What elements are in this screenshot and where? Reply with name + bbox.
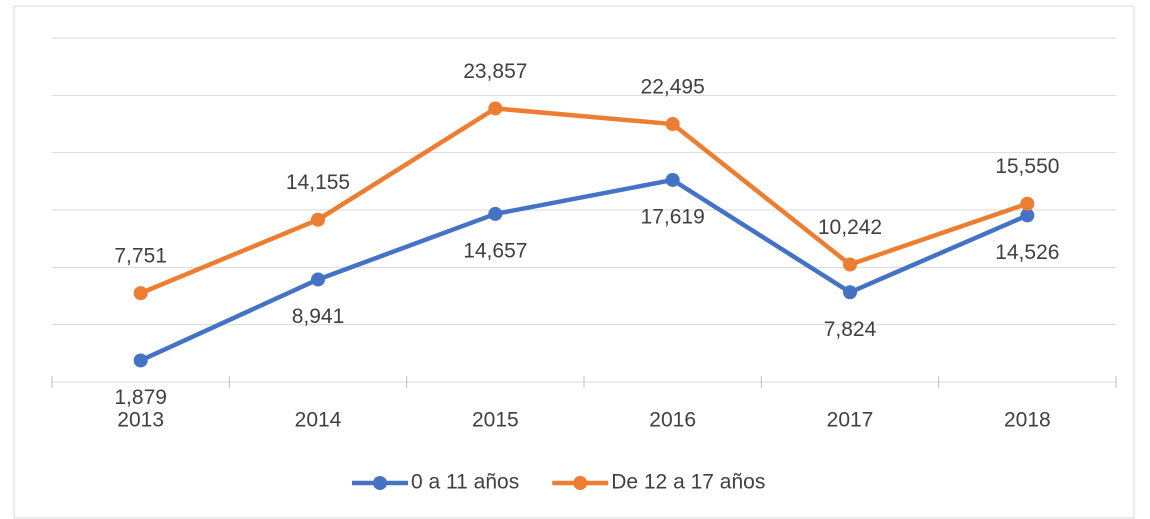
- x-tick-label: 2013: [117, 409, 164, 432]
- x-tick-label: 2016: [649, 409, 696, 432]
- x-tick-label: 2018: [1004, 409, 1051, 432]
- x-tick-label: 2014: [295, 409, 342, 432]
- legend-label: De 12 a 17 años: [611, 471, 765, 494]
- data-label: 14,155: [286, 171, 350, 194]
- x-tick-label: 2017: [827, 409, 874, 432]
- data-point: [311, 272, 325, 287]
- data-point: [665, 172, 680, 187]
- data-point: [488, 206, 503, 221]
- data-label: 17,619: [641, 206, 705, 229]
- series-line: [138, 106, 1030, 296]
- legend-marker: [373, 476, 387, 490]
- data-label: 1,879: [114, 386, 167, 409]
- data-point: [1020, 196, 1035, 211]
- legend-marker: [573, 476, 588, 490]
- data-point: [488, 101, 503, 116]
- data-point: [1020, 208, 1035, 223]
- chart-frame: [13, 5, 1135, 519]
- x-tick-label: 2015: [472, 409, 519, 432]
- data-label: 15,550: [995, 155, 1059, 178]
- legend-label: 0 a 11 años: [411, 471, 519, 494]
- data-point: [843, 257, 857, 272]
- data-point: [133, 286, 148, 301]
- series-line: [138, 177, 1030, 363]
- data-point: [665, 117, 680, 132]
- data-point: [311, 212, 325, 227]
- data-point: [133, 353, 148, 368]
- data-label: 7,824: [824, 318, 877, 341]
- data-label: 8,941: [292, 305, 345, 328]
- data-label: 10,242: [818, 216, 882, 239]
- data-point: [843, 285, 857, 300]
- data-label: 7,751: [114, 245, 167, 268]
- data-label: 22,495: [641, 76, 705, 99]
- data-label: 14,657: [463, 239, 527, 262]
- data-label: 23,857: [463, 60, 527, 83]
- data-label: 14,526: [995, 241, 1059, 264]
